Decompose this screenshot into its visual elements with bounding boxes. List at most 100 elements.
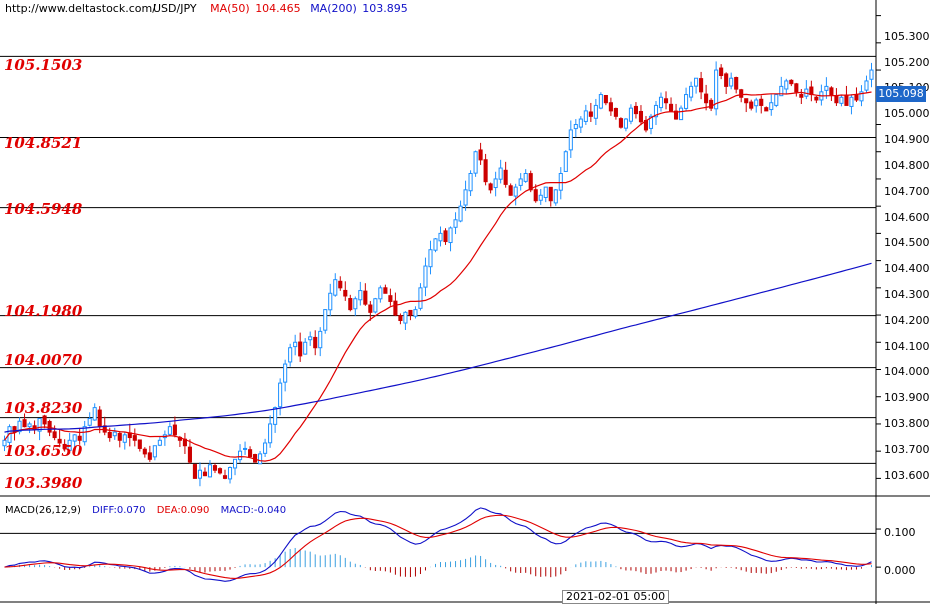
candle-body — [378, 287, 383, 300]
candle-body — [142, 448, 147, 455]
candle-body — [323, 309, 328, 331]
candle-body — [734, 77, 739, 90]
candle-body — [503, 169, 508, 185]
candle-body — [87, 418, 92, 426]
symbol-label: USD/JPY — [153, 2, 197, 15]
candle-body — [303, 341, 308, 355]
indicator-header: USD/JPY MA(50) 104.465 MA(200) 103.895 — [153, 2, 414, 15]
candle-body — [824, 85, 829, 91]
macd-diff-line — [4, 507, 872, 582]
candle-body — [82, 426, 87, 443]
candle-body — [478, 149, 483, 161]
candle-body — [328, 292, 333, 311]
price-tick: 105.300 — [884, 30, 930, 43]
candle-body — [684, 94, 689, 109]
candle-body — [864, 80, 869, 91]
candle-body — [829, 87, 834, 96]
candle-body — [227, 467, 233, 480]
level-label: 103.6550 — [4, 442, 83, 460]
candle-body — [759, 98, 764, 106]
candle-body — [794, 83, 799, 93]
macd-header: MACD(26,12,9) DIFF:0.070 DEA:0.090 MACD:… — [5, 505, 294, 516]
candle-body — [263, 442, 268, 454]
candle-body — [658, 96, 664, 109]
price-tick: 104.800 — [884, 159, 930, 172]
chart-header: http://www.deltastock.com/ — [5, 2, 162, 15]
ma50-label: MA(50) — [210, 2, 250, 15]
crosshair-time-label: 2021-02-01 05:00 — [562, 590, 670, 604]
candle-body — [368, 304, 373, 313]
macd-diff-value: DIFF:0.070 — [92, 505, 146, 516]
candle-body — [17, 420, 22, 433]
candle-body — [393, 300, 398, 316]
candle-body — [363, 290, 368, 305]
candle-body — [288, 347, 293, 363]
candle-body — [553, 189, 558, 204]
price-tick: 104.500 — [884, 236, 930, 249]
candle-body — [638, 110, 644, 123]
ma50-line — [4, 91, 872, 462]
candle-body — [338, 280, 343, 289]
macd-dea-line — [4, 514, 872, 579]
candle-body — [463, 189, 468, 206]
macd-dea-value: DEA:0.090 — [156, 505, 210, 516]
candle-body — [528, 173, 533, 191]
level-label: 103.3980 — [4, 474, 83, 492]
candle-body — [568, 129, 573, 151]
candle-body — [22, 419, 27, 428]
candle-body — [423, 265, 428, 288]
candle-body — [493, 178, 498, 189]
candle-body — [714, 69, 719, 110]
candle-body — [739, 89, 744, 98]
candle-body — [172, 424, 177, 436]
candle-body — [157, 439, 162, 446]
candle-body — [187, 446, 192, 463]
candle-body — [62, 443, 67, 449]
candle-body — [343, 289, 348, 297]
candle-body — [839, 96, 844, 104]
candle-body — [563, 151, 568, 172]
current-price-marker: 105.098 — [876, 86, 926, 102]
level-label: 104.1980 — [4, 302, 83, 320]
candle-body — [42, 415, 47, 425]
candle-body — [67, 439, 72, 451]
candle-body — [448, 227, 453, 244]
candle-body — [623, 118, 628, 129]
candle-body — [358, 290, 363, 301]
candle-body — [37, 418, 42, 432]
candle-body — [137, 439, 142, 449]
candle-body — [689, 85, 694, 98]
candle-body — [92, 407, 97, 421]
candle-body — [613, 107, 618, 117]
candle-body — [593, 104, 598, 119]
candle-body — [859, 91, 864, 102]
candle-body — [117, 432, 122, 441]
price-tick: 103.600 — [884, 469, 930, 482]
candle-body — [72, 434, 77, 442]
candle-body — [653, 104, 659, 118]
candle-body — [588, 111, 593, 117]
candle-body — [608, 102, 613, 112]
candle-body — [633, 105, 639, 115]
candle-body — [749, 101, 754, 109]
candle-body — [77, 435, 82, 441]
candle-body — [518, 178, 523, 186]
price-tick: 103.700 — [884, 443, 930, 456]
price-tick: 105.000 — [884, 107, 930, 120]
candle-body — [789, 79, 794, 85]
candle-body — [849, 96, 854, 107]
source-url[interactable]: http://www.deltastock.com/ — [5, 2, 156, 15]
candle-body — [273, 407, 278, 425]
candle-body — [719, 67, 724, 76]
price-tick: 104.200 — [884, 314, 930, 327]
candle-body — [27, 423, 32, 428]
candle-body — [543, 186, 548, 198]
candle-body — [57, 438, 62, 444]
candle-body — [628, 107, 633, 122]
candle-body — [237, 450, 243, 461]
candle-body — [673, 110, 679, 120]
candle-body — [197, 469, 203, 479]
level-label: 105.1503 — [4, 56, 83, 74]
candle-body — [814, 96, 819, 101]
level-label: 104.5948 — [4, 200, 83, 218]
